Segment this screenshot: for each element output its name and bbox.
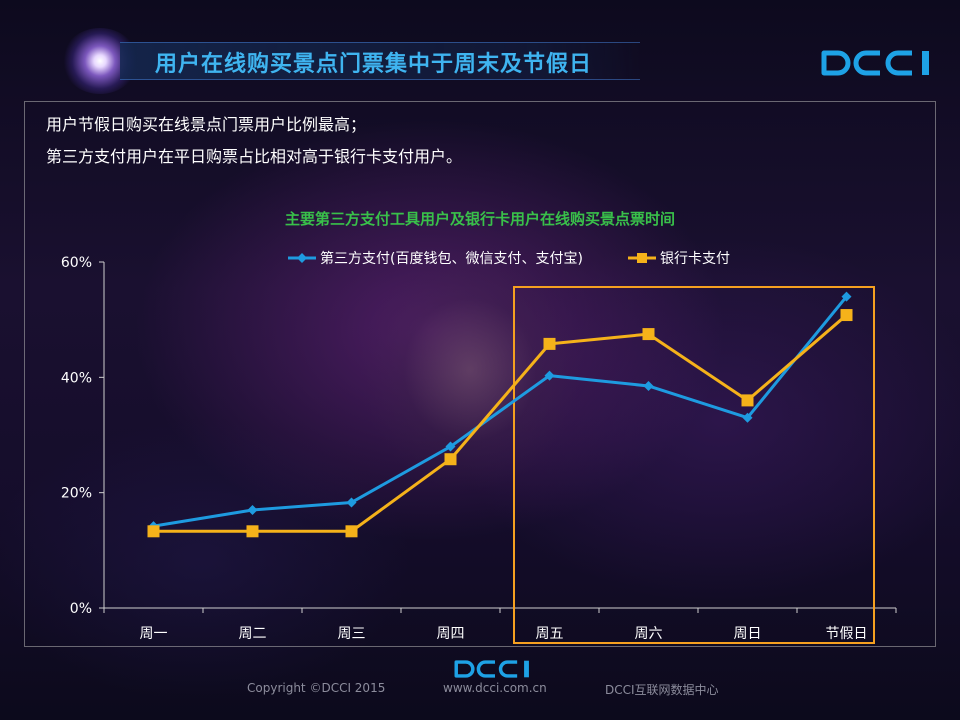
data-point-diamond — [445, 441, 456, 452]
y-tick-label: 0% — [70, 601, 92, 617]
data-point-square — [543, 337, 556, 350]
dcci-logo-bottom — [454, 660, 529, 678]
dcci-logo-top — [821, 50, 929, 76]
x-tick-label: 周二 — [239, 626, 267, 642]
data-point-square — [840, 309, 853, 322]
description-line-2: 第三方支付用户在平日购票占比相对高于银行卡支付用户。 — [46, 147, 463, 166]
x-tick-label: 周一 — [140, 626, 168, 642]
data-point-square — [345, 525, 358, 538]
legend-label-1: 第三方支付(百度钱包、微信支付、支付宝) — [320, 250, 583, 267]
y-tick-label: 40% — [61, 370, 92, 386]
series-line-1 — [153, 295, 848, 528]
chart-title: 主要第三方支付工具用户及银行卡用户在线购买景点票时间 — [284, 210, 675, 228]
y-tick-label: 20% — [61, 486, 92, 502]
x-tick-label: 周六 — [635, 626, 663, 642]
x-tick-label: 周四 — [437, 626, 465, 642]
legend-marker-square — [637, 253, 647, 263]
footer-org: DCCI互联网数据中心 — [605, 683, 719, 697]
x-tick-label: 节假日 — [826, 626, 868, 642]
content-frame — [24, 101, 936, 647]
x-tick-label: 周五 — [536, 626, 564, 642]
series-line-2 — [153, 313, 848, 533]
data-point-diamond — [346, 497, 357, 508]
legend-label-2: 银行卡支付 — [660, 251, 730, 267]
data-point-diamond — [544, 370, 555, 381]
legend-marker-diamond — [297, 253, 307, 263]
title-bar — [120, 42, 640, 80]
data-point-diamond — [841, 291, 852, 302]
data-point-square — [147, 525, 160, 538]
data-point-diamond — [247, 504, 258, 515]
data-point-diamond — [643, 380, 654, 391]
description-line-1: 用户节假日购买在线景点门票用户比例最高； — [46, 115, 367, 134]
page-title: 用户在线购买景点门票集中于周末及节假日 — [155, 52, 593, 77]
data-point-square — [246, 525, 259, 538]
footer-copyright: Copyright ©DCCI 2015 — [247, 681, 386, 695]
data-point-square — [741, 394, 754, 407]
highlight-box — [513, 286, 875, 644]
footer-url[interactable]: www.dcci.com.cn — [443, 681, 547, 695]
data-point-diamond — [742, 412, 753, 423]
x-tick-label: 周三 — [338, 626, 366, 642]
data-point-square — [444, 453, 457, 466]
data-point-square — [642, 328, 655, 341]
y-tick-label: 60% — [61, 255, 92, 271]
x-tick-label: 周日 — [734, 626, 762, 642]
